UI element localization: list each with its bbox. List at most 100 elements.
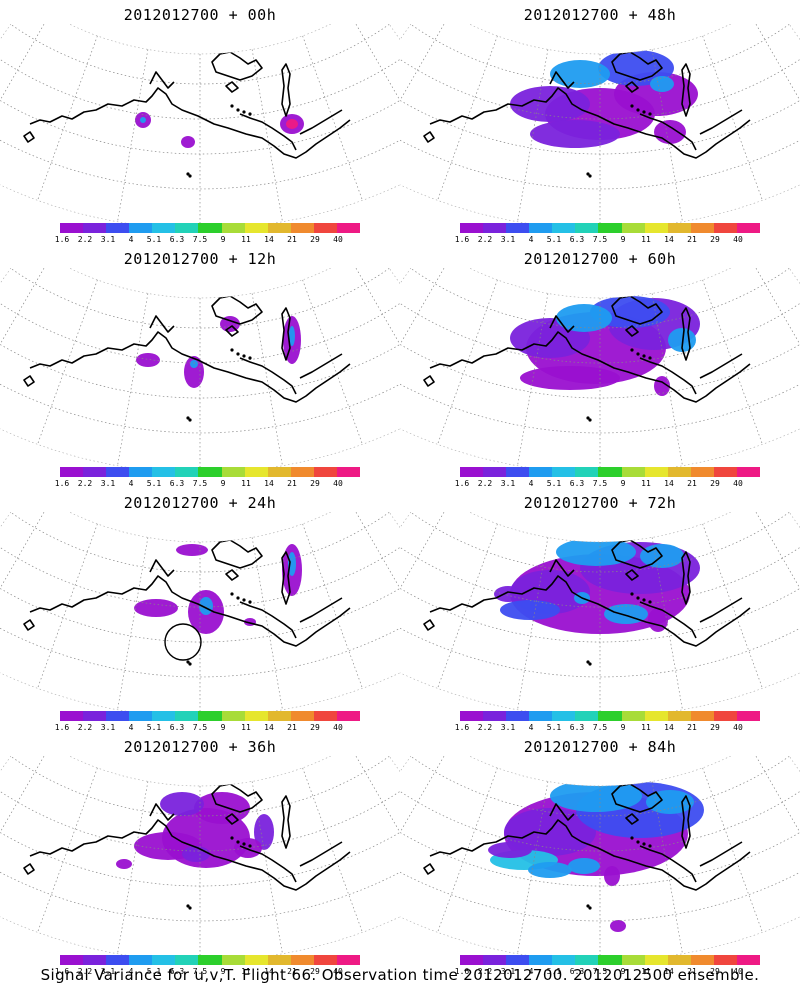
colorbar-swatch	[221, 955, 245, 965]
colorbar-swatch	[529, 955, 553, 965]
colorbar-swatch	[290, 711, 314, 721]
colorbar-swatch	[483, 955, 507, 965]
colorbar-tick-label: 11	[241, 235, 251, 244]
variance-area	[176, 544, 208, 556]
colorbar-tick-label: 3.1	[500, 723, 516, 732]
colorbar-swatch	[336, 223, 361, 233]
colorbar-tick-label: 2.2	[77, 235, 93, 244]
colorbar-swatch	[198, 223, 222, 233]
map-panel-48h: 2012012700 + 48h 1.6 2.2 3.1 4 5.1 6.3 7.5 9 11 1…	[400, 0, 800, 244]
colorbar-swatch	[690, 955, 714, 965]
colorbar-labels: 1.6 2.2 3.1 4 5.1 6.3 7.5 9 11 14 21 29 40	[55, 235, 360, 245]
map-panel-36h: 2012012700 + 36h 1.6 2.2 3.1 4 5.1 6.3 7.5 9 11 1…	[0, 732, 400, 976]
variance-area	[234, 838, 262, 858]
colorbar-tick-label: 6.3	[569, 967, 585, 976]
colorbar	[460, 223, 761, 233]
colorbar-swatch	[575, 711, 599, 721]
variance-area	[288, 552, 296, 576]
variance-area	[556, 304, 612, 332]
colorbar-tick-label: 1.6	[454, 235, 470, 244]
colorbar-swatch	[483, 711, 507, 721]
panel-title: 2012012700 + 72h	[523, 494, 677, 512]
colorbar-tick-label: 3.1	[500, 479, 516, 488]
coastline	[23, 619, 35, 631]
colorbar-tick-label: 11	[241, 479, 251, 488]
coastline	[639, 845, 697, 883]
colorbar-tick-label: 6.3	[169, 723, 185, 732]
colorbar-swatch	[736, 467, 761, 477]
colorbar-labels: 1.6 2.2 3.1 4 5.1 6.3 7.5 9 11 14 21 29 40	[455, 479, 760, 489]
colorbar-tick-label: 3.1	[100, 479, 116, 488]
colorbar-tick-label: 2.2	[477, 235, 493, 244]
colorbar-swatch	[506, 955, 530, 965]
colorbar-tick-label: 5.1	[146, 967, 162, 976]
colorbar-swatch	[552, 467, 576, 477]
coastline	[625, 325, 639, 337]
colorbar	[460, 711, 761, 721]
colorbar-swatch	[221, 223, 245, 233]
colorbar-swatch	[644, 955, 668, 965]
coastline	[239, 845, 297, 883]
variance-area	[650, 76, 674, 92]
colorbar-swatch	[483, 223, 507, 233]
colorbar-tick-label: 1.6	[54, 479, 70, 488]
colorbar-tick-label: 1.6	[454, 723, 470, 732]
coastline	[423, 863, 435, 875]
variance-area	[654, 120, 686, 144]
coastline	[625, 569, 639, 581]
variance-area	[116, 859, 132, 869]
colorbar-swatch	[106, 711, 130, 721]
colorbar-tick-label: 9	[220, 479, 226, 488]
colorbar-swatch	[483, 467, 507, 477]
colorbar-swatch	[175, 711, 199, 721]
colorbar-swatch	[106, 467, 130, 477]
colorbar-swatch	[713, 955, 737, 965]
colorbar-swatch	[83, 955, 107, 965]
colorbar-tick-label: 9	[220, 723, 226, 732]
colorbar-swatch	[290, 955, 314, 965]
colorbar-swatch	[244, 711, 268, 721]
coastline	[225, 325, 239, 337]
colorbar-swatch	[644, 223, 668, 233]
colorbar-tick-label: 4	[528, 967, 534, 976]
colorbar-labels: 1.6 2.2 3.1 4 5.1 6.3 7.5 9 11 14 21 29 40	[55, 479, 360, 489]
variance-area	[286, 119, 298, 129]
colorbar-swatch	[83, 711, 107, 721]
colorbar-tick-label: 2.2	[77, 967, 93, 976]
coastline	[625, 813, 639, 825]
colorbar-tick-label: 29	[310, 723, 320, 732]
coastline	[681, 307, 691, 361]
colorbar-tick-label: 9	[220, 235, 226, 244]
colorbar-tick-label: 14	[664, 723, 674, 732]
colorbar-tick-label: 7.5	[192, 479, 208, 488]
colorbar	[460, 467, 761, 477]
colorbar-tick-label: 40	[733, 723, 743, 732]
panel-title: 2012012700 + 48h	[523, 6, 677, 24]
colorbar-tick-label: 14	[664, 235, 674, 244]
colorbar-swatch	[129, 223, 153, 233]
coastline	[699, 841, 743, 867]
colorbar-swatch	[60, 223, 84, 233]
colorbar-tick-label: 21	[287, 723, 297, 732]
colorbar-tick-label: 4	[128, 235, 134, 244]
colorbar-swatch	[598, 223, 622, 233]
colorbar-tick-label: 2.2	[477, 723, 493, 732]
colorbar-tick-label: 29	[310, 235, 320, 244]
colorbar-swatch	[198, 467, 222, 477]
colorbar	[60, 467, 361, 477]
panel-title: 2012012700 + 36h	[123, 738, 277, 756]
panel-title: 2012012700 + 60h	[523, 250, 677, 268]
colorbar-swatch	[575, 955, 599, 965]
coastline	[681, 63, 691, 117]
colorbar-swatch	[267, 223, 291, 233]
colorbar-tick-label: 2.2	[477, 479, 493, 488]
colorbar-swatch	[736, 711, 761, 721]
colorbar-tick-label: 40	[333, 723, 343, 732]
colorbar-swatch	[529, 467, 553, 477]
colorbar-swatch	[575, 223, 599, 233]
variance-area	[598, 50, 674, 86]
colorbar-tick-label: 29	[710, 235, 720, 244]
colorbar-tick-label: 7.5	[592, 479, 608, 488]
variance-area	[488, 842, 532, 858]
colorbar-swatch	[198, 711, 222, 721]
